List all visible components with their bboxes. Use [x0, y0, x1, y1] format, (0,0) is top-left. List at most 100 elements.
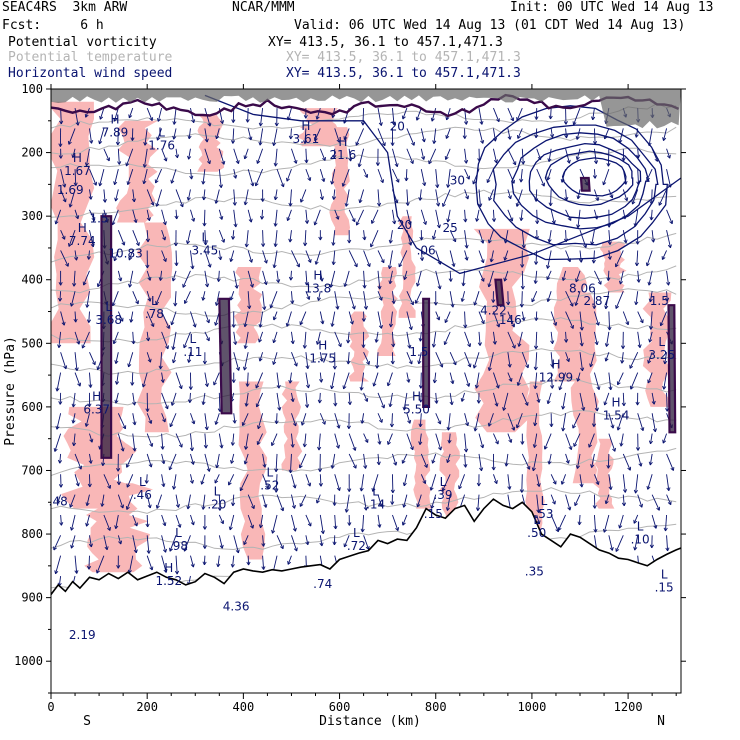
extremum-label: 4.36	[223, 599, 250, 613]
wind-vector	[549, 413, 554, 428]
wind-vector	[302, 331, 307, 349]
extremum-label: L.15	[655, 567, 674, 594]
wind-vector	[420, 128, 426, 143]
wind-vector	[573, 433, 581, 447]
wind-vector	[464, 189, 470, 200]
wind-vector	[126, 168, 134, 186]
wind-vector	[593, 514, 598, 533]
wind-vector	[493, 392, 499, 407]
wind-vector	[546, 291, 552, 303]
wind-vector	[633, 514, 639, 524]
extremum-kind: L	[151, 294, 158, 308]
wind-vector	[575, 270, 581, 283]
plot-frame	[50, 88, 682, 694]
wind-vector	[362, 270, 367, 289]
wind-vector	[474, 372, 480, 389]
extremum-value: .98	[169, 539, 188, 553]
wind-vector	[114, 372, 120, 385]
wind-vector	[406, 128, 415, 146]
institution-label: NCAR/MMM	[232, 0, 295, 15]
valid-time: Valid: 06 UTC Wed 14 Aug 13 (01 CDT Wed …	[294, 18, 686, 33]
wind-vector	[463, 453, 468, 468]
wind-vector	[190, 250, 195, 270]
wind-vector	[316, 494, 321, 504]
y-axis-title: Pressure (hPa)	[3, 336, 18, 446]
extremum-kind: H	[164, 561, 173, 575]
wind-vector	[507, 168, 515, 184]
wind-vector	[550, 209, 556, 224]
wind-vector	[291, 413, 297, 427]
wind-vector	[507, 433, 513, 443]
wind-vector	[634, 250, 640, 267]
wind-vector	[316, 291, 322, 301]
extremum-label: L.72	[347, 526, 366, 553]
wind-vector	[550, 331, 555, 345]
wind-vector	[74, 352, 79, 372]
wind-vector	[417, 352, 422, 365]
wind-vector	[651, 392, 656, 405]
wind-vector	[256, 433, 264, 445]
wind-vector	[190, 514, 195, 526]
wind-vector	[333, 514, 338, 530]
wind-vector	[89, 433, 94, 443]
wind-vector	[230, 128, 236, 144]
wind-vector	[507, 209, 514, 222]
field-pv-xy: XY= 413.5, 36.1 to 457.1,471.3	[268, 35, 503, 50]
wind-vector	[493, 474, 498, 484]
wind-vector	[637, 311, 644, 324]
wind-vector	[132, 392, 137, 406]
wind-vector	[591, 250, 596, 264]
wind-vector	[546, 270, 552, 281]
extremum-value: .14	[366, 498, 385, 512]
wind-vector	[142, 148, 148, 168]
wind-vector	[231, 108, 236, 123]
wind-vector	[182, 270, 191, 288]
wind-vector	[659, 311, 667, 327]
wind-vector	[565, 494, 572, 511]
wind-vector	[519, 169, 524, 183]
wind-vector	[56, 494, 62, 504]
wind-vector	[215, 453, 220, 469]
wind-vector	[88, 189, 93, 200]
wind-vector	[633, 474, 639, 494]
extremum-value: 8.06	[569, 281, 596, 295]
wind-vector	[374, 331, 379, 343]
wind-vector	[272, 128, 278, 146]
wind-vector	[88, 535, 93, 548]
wind-vector	[430, 107, 437, 122]
extremum-value: 3.61	[293, 132, 320, 146]
wind-vector	[359, 474, 365, 492]
wind-vector	[361, 331, 366, 348]
wind-vector	[387, 250, 393, 269]
wind-vector	[446, 453, 451, 463]
wind-vector	[300, 413, 307, 426]
extremum-label: 10.83	[108, 246, 142, 260]
wind-vector	[189, 433, 194, 452]
wind-vector	[171, 331, 177, 350]
wind-vector	[60, 229, 66, 240]
wind-vector	[388, 230, 393, 244]
extremum-value: .10	[631, 533, 650, 547]
field-wind-label: Horizontal wind speed	[8, 66, 173, 81]
wind-vector	[190, 107, 196, 124]
wind-contour-label: 20	[397, 218, 412, 232]
wind-vector	[291, 148, 298, 164]
wind-vector	[114, 392, 119, 404]
wind-vector	[665, 535, 670, 552]
pv-contour	[494, 278, 505, 307]
wind-vector	[247, 514, 254, 529]
extremum-label: L3.25	[648, 335, 675, 362]
wind-vector	[67, 128, 76, 145]
y-tick-label: 100	[21, 82, 43, 96]
wind-vector	[593, 392, 599, 412]
wind-vector	[449, 291, 455, 308]
wind-vector	[175, 433, 183, 448]
wind-vector	[160, 433, 165, 450]
wind-vector	[464, 331, 472, 348]
wind-vector	[550, 128, 555, 138]
wind-vector	[103, 474, 112, 489]
wind-vector	[651, 514, 658, 529]
extremum-label: 1.5	[409, 345, 428, 359]
wind-vector	[444, 148, 451, 160]
wind-vector	[519, 474, 524, 493]
